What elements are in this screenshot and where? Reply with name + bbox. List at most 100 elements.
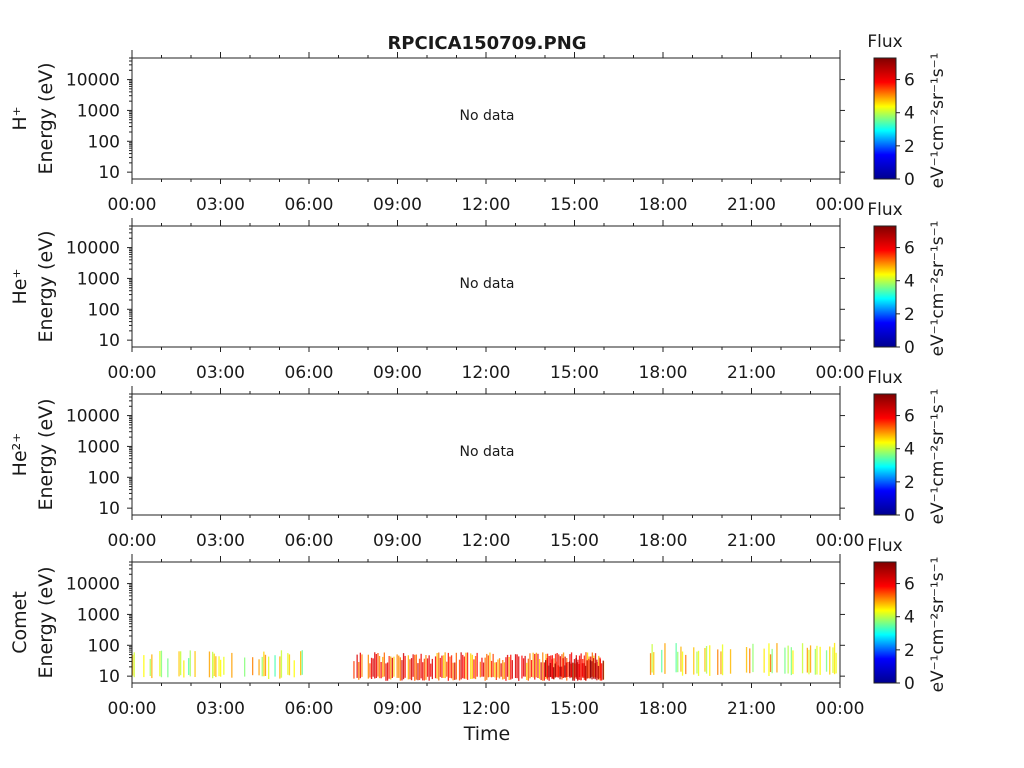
- heatmap-cell: [593, 658, 595, 679]
- heatmap-cell: [819, 646, 821, 675]
- heatmap-cell: [792, 650, 794, 675]
- x-tick-label: 15:00: [550, 699, 599, 719]
- x-tick-label: 00:00: [108, 195, 157, 215]
- heatmap-cell: [438, 652, 440, 681]
- heatmap-cell: [370, 657, 373, 679]
- colorbar-tick-label: 2: [904, 473, 915, 493]
- heatmap-cell: [585, 665, 587, 681]
- x-tick-label: 15:00: [550, 195, 599, 215]
- heatmap-cell: [768, 643, 770, 676]
- heatmap-cell: [564, 665, 566, 678]
- heatmap-cell: [664, 643, 666, 674]
- x-tick-label: 06:00: [285, 363, 334, 383]
- heatmap-cell: [808, 649, 810, 675]
- heatmap-cell: [833, 642, 836, 675]
- heatmap-cell: [183, 660, 185, 678]
- heatmap-cell: [790, 647, 792, 676]
- colorbar-tick-label: 0: [904, 506, 915, 526]
- panels: 00:00 03:00 06:00 09:00 12:00 15:00 18:00 21:00…: [9, 32, 948, 719]
- heatmap-cell: [586, 660, 588, 679]
- heatmap-cell: [450, 655, 453, 679]
- heatmap-cell: [132, 654, 134, 676]
- heatmap-band: [545, 657, 604, 681]
- heatmap-cell: [720, 651, 722, 675]
- heatmap-cell: [481, 657, 483, 677]
- heatmap-cell: [787, 645, 789, 674]
- heatmap-cell: [486, 653, 488, 680]
- heatmap-cell: [412, 654, 414, 677]
- heatmap-cell: [589, 660, 592, 679]
- y-tick-label: 100: [88, 300, 120, 320]
- y-tick-label: 10: [98, 331, 120, 351]
- colorbar-tick-label: 6: [904, 575, 915, 595]
- x-tick-label: 00:00: [816, 699, 865, 719]
- heatmap-cell: [553, 667, 555, 680]
- heatmap-cell: [212, 651, 214, 679]
- heatmap-cell: [436, 653, 438, 679]
- y-tick-label: 100: [88, 132, 120, 152]
- heatmap-cell: [391, 657, 393, 678]
- heatmap-cell: [441, 655, 443, 678]
- x-tick-label: 00:00: [816, 363, 865, 383]
- y-tick-label: 100: [88, 468, 120, 488]
- colorbar-tick-label: 4: [904, 440, 915, 460]
- heatmap-cell: [454, 662, 456, 680]
- heatmap-cell: [581, 663, 584, 677]
- y-axis-label-energy: Energy (eV): [35, 62, 57, 174]
- no-data-annotation: No data: [459, 444, 514, 460]
- x-tick-label: 12:00: [462, 195, 511, 215]
- x-tick-label: 06:00: [285, 699, 334, 719]
- heatmap-cell: [516, 654, 518, 679]
- heatmap-cell: [280, 650, 283, 678]
- heatmap-cell: [404, 655, 406, 678]
- heatmap-cell: [535, 652, 537, 678]
- x-tick-label: 18:00: [639, 699, 688, 719]
- x-tick-label: 09:00: [373, 531, 422, 551]
- heatmap-cell: [675, 643, 677, 673]
- heatmap-cell: [801, 643, 804, 674]
- heatmap-cell: [431, 658, 433, 680]
- heatmap-cell: [359, 652, 361, 679]
- heatmap-cell: [573, 659, 576, 681]
- heatmap-cell: [388, 656, 390, 679]
- heatmap-cell: [231, 652, 233, 678]
- heatmap-cell: [583, 663, 585, 678]
- heatmap-cell: [430, 663, 432, 677]
- heatmap-cell: [588, 658, 590, 678]
- heatmap-cell: [287, 653, 289, 675]
- heatmap-cell: [279, 656, 281, 679]
- heatmap-cell: [399, 657, 401, 681]
- panel-comet: 00:00 03:00 06:00 09:00 12:00 15:00 18:00 21:00…: [9, 536, 948, 719]
- heatmap-cell: [180, 651, 182, 676]
- heatmap-cell: [532, 652, 534, 678]
- figure-title: RPCICA150709.PNG: [387, 33, 586, 54]
- x-tick-label: 18:00: [639, 195, 688, 215]
- x-tick-label: 03:00: [196, 531, 245, 551]
- heatmap-cell: [258, 659, 260, 676]
- heatmap-cell: [562, 658, 564, 678]
- y-tick-label: 1000: [77, 269, 120, 289]
- heatmap-cell: [353, 661, 355, 679]
- heatmap-cell: [274, 655, 276, 677]
- heatmap-cell: [524, 655, 526, 677]
- heatmap-cell: [356, 654, 358, 678]
- no-data-annotation: No data: [459, 276, 514, 292]
- y-tick-label: 10: [98, 499, 120, 519]
- colorbar-gradient: [873, 225, 897, 348]
- y-tick-label: 10: [98, 163, 120, 183]
- heatmap-cell: [832, 647, 834, 673]
- heatmap-cell: [476, 652, 478, 677]
- heatmap-cell: [452, 662, 454, 681]
- heatmap-cell: [575, 658, 577, 677]
- heatmap-cell: [502, 660, 504, 680]
- heatmap-cell: [527, 658, 529, 681]
- colorbar-unit-label: eV⁻¹cm⁻²sr⁻¹s⁻¹: [928, 389, 948, 525]
- x-tick-label: 06:00: [285, 195, 334, 215]
- heatmap-cell: [188, 658, 190, 675]
- heatmap-cell: [651, 644, 653, 673]
- y-axis-label-species: Comet: [9, 591, 31, 654]
- x-axis-label: Time: [463, 723, 511, 745]
- heatmap-cell: [358, 662, 360, 680]
- x-tick-label: 03:00: [196, 699, 245, 719]
